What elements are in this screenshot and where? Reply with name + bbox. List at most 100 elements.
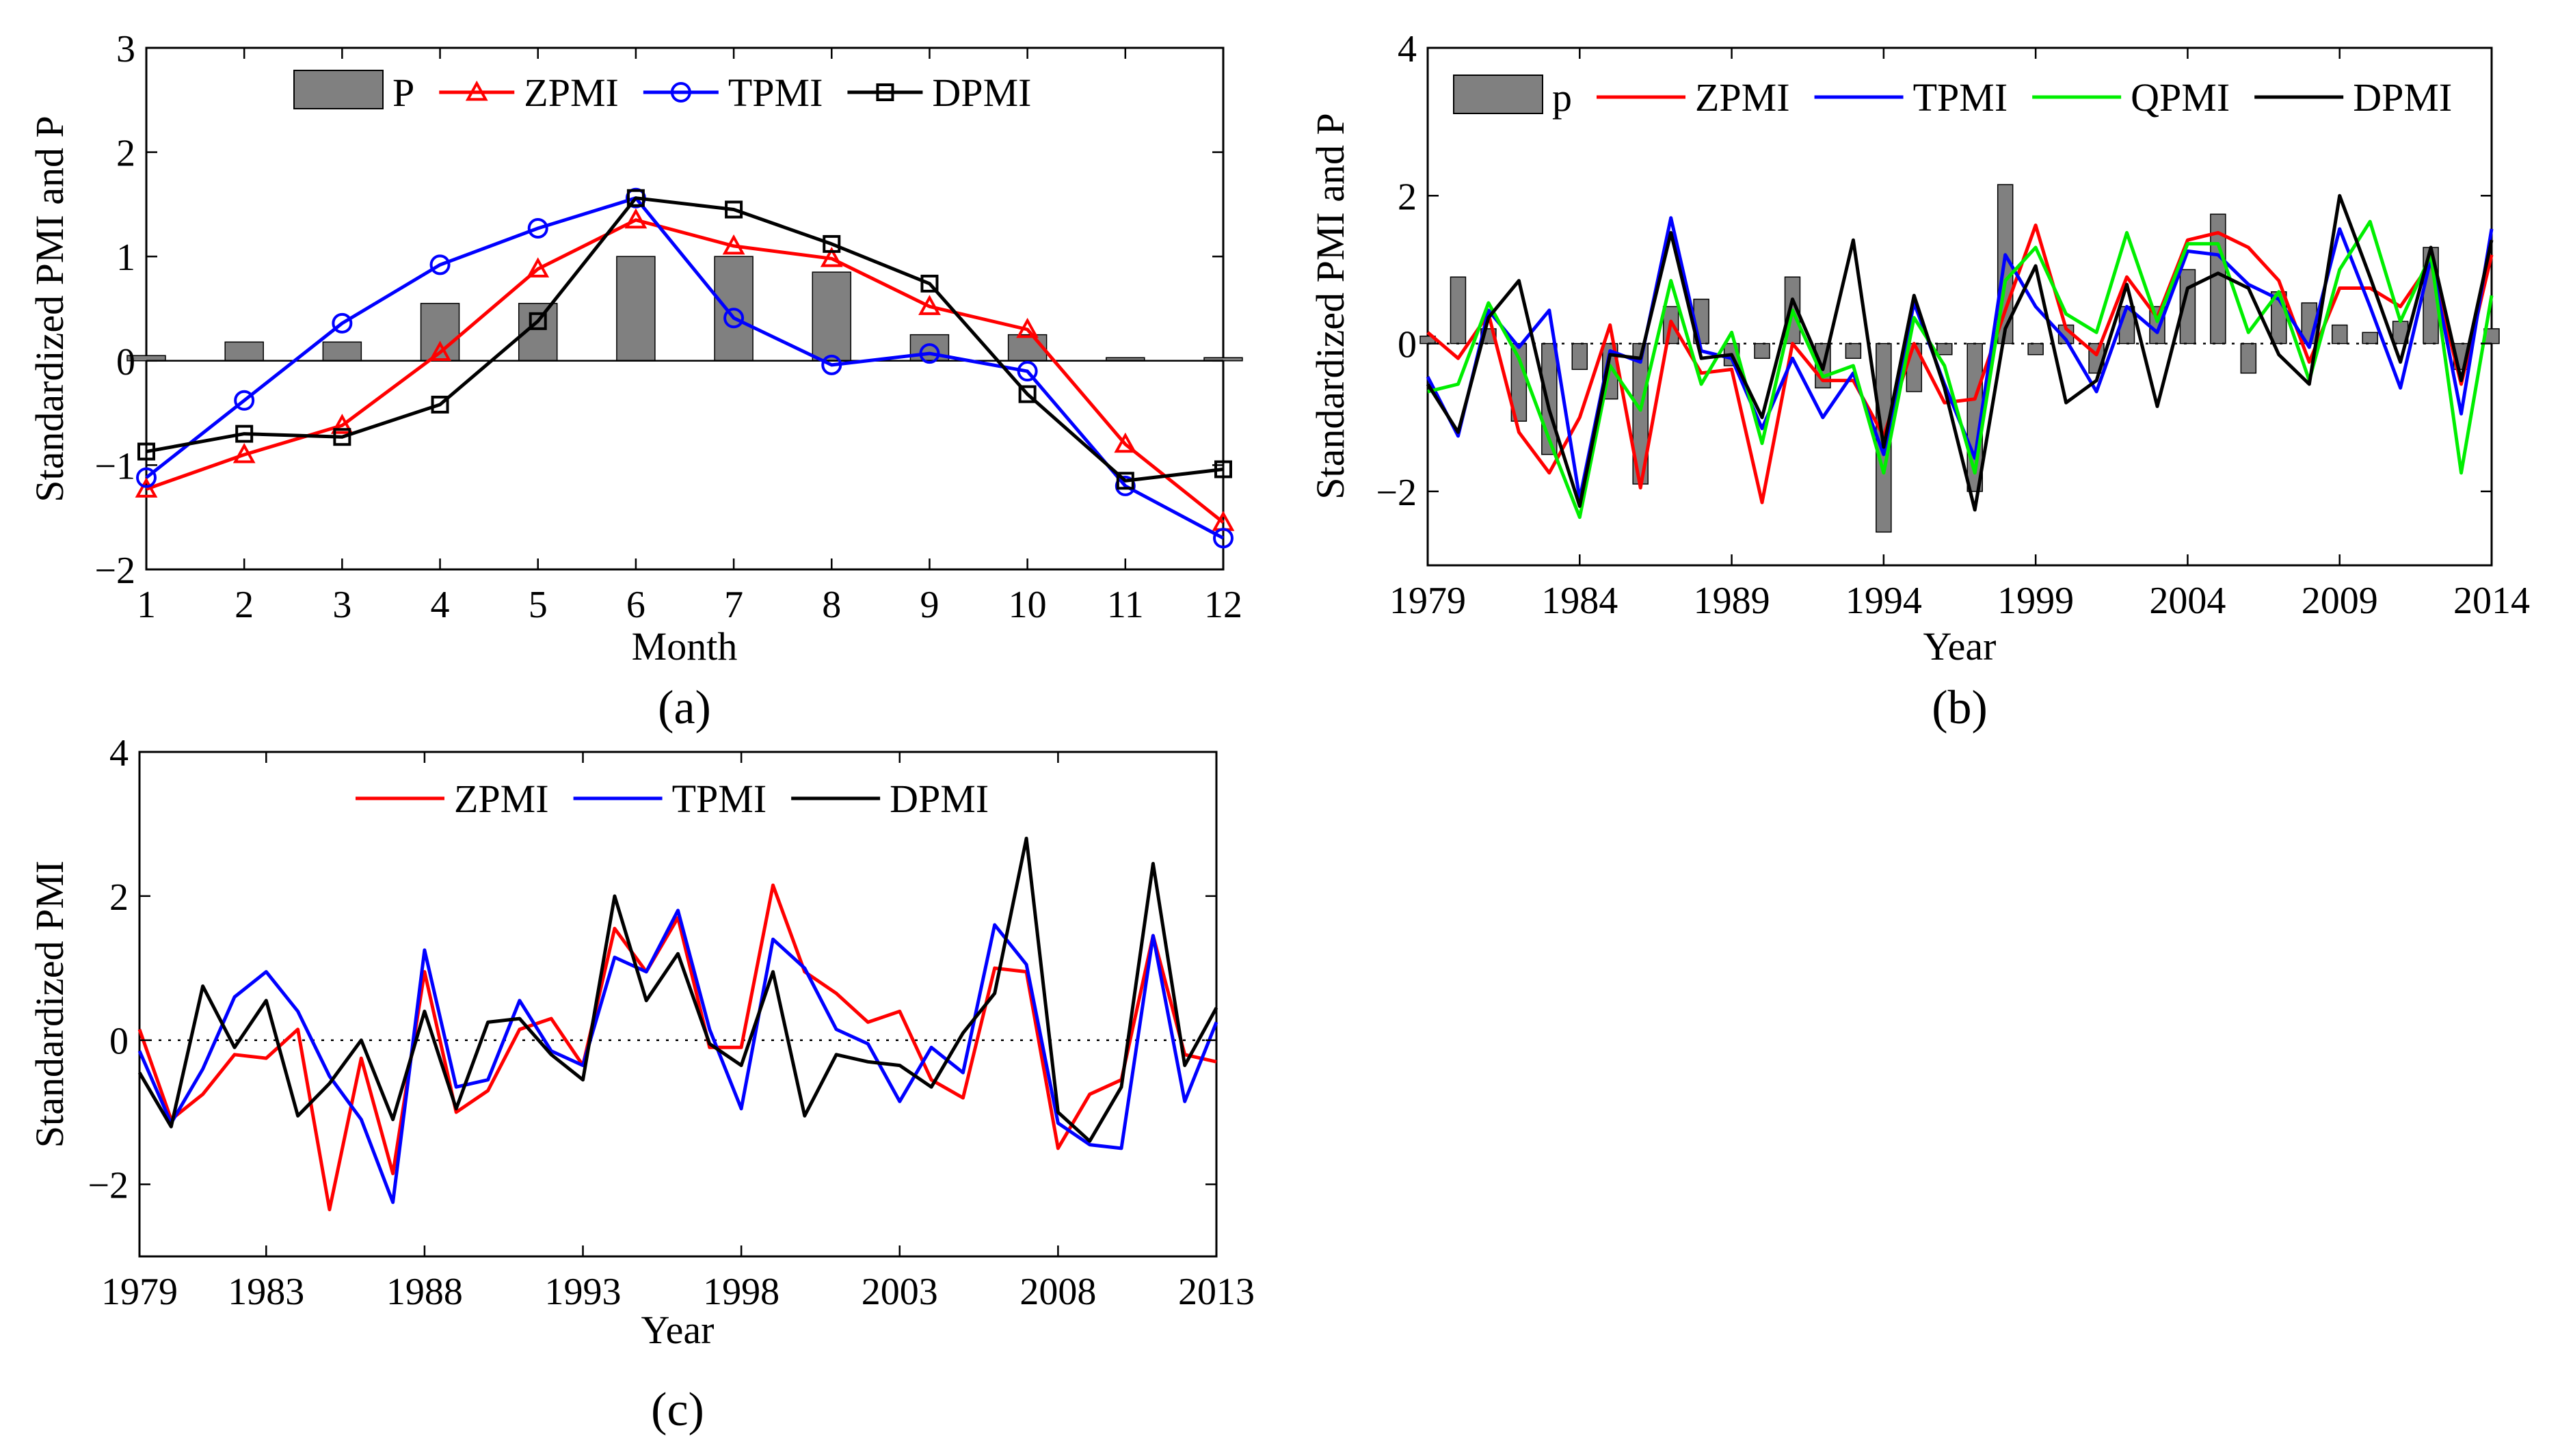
y-tick-label-c: 4 <box>109 732 129 774</box>
x-tick-label-c: 2008 <box>1019 1271 1096 1313</box>
y-tick-label-c: −2 <box>88 1165 129 1207</box>
legend-label-a-tpmi: TPMI <box>728 70 823 115</box>
point-a-dpmi-6 <box>626 189 645 207</box>
y-tick-label-b: 0 <box>1398 324 1417 366</box>
point-a-dpmi-11 <box>1116 472 1134 490</box>
x-tick-label-b: 1989 <box>1694 580 1770 622</box>
point-a-zpmi-4 <box>429 340 451 361</box>
y-axis-label-a: Standardized PMI and P <box>27 116 72 502</box>
bar-b-1993 <box>1845 342 1862 359</box>
y-tick-label-a: −2 <box>94 550 135 592</box>
legend-label-c-zpmi: ZPMI <box>454 777 549 821</box>
caption-a: (a) <box>658 682 711 734</box>
legend-label-a-dpmi: DPMI <box>932 70 1031 115</box>
x-tick-label-a: 3 <box>332 584 351 626</box>
x-tick-label-c: 1998 <box>703 1271 779 1313</box>
y-axis-label-b: Standardized PMI and P <box>1308 113 1352 499</box>
bar-b-2010 <box>2362 332 2378 345</box>
bar-b-1999 <box>2027 342 2044 355</box>
y-tick-label-b: 2 <box>1398 176 1417 218</box>
point-a-tpmi-1 <box>136 467 157 488</box>
point-a-tpmi-12 <box>1213 528 1234 549</box>
point-a-tpmi-4 <box>429 254 451 275</box>
x-tick-label-a: 5 <box>529 584 548 626</box>
point-a-zpmi-11 <box>1114 432 1137 453</box>
x-tick-label-a: 10 <box>1009 584 1047 626</box>
point-a-tpmi-2 <box>234 390 255 411</box>
x-tick-label-c: 1979 <box>101 1271 178 1313</box>
bar-b-1996 <box>1936 342 1953 355</box>
bar-b-1980 <box>1450 276 1467 345</box>
y-tick-label-a: 0 <box>116 341 135 383</box>
series-line-a-tpmi <box>145 196 1225 540</box>
series-line-c-tpmi <box>137 908 1218 1204</box>
x-tick-label-b: 1999 <box>1997 580 2074 622</box>
legend-c: ZPMI TPMI DPMI <box>356 777 989 821</box>
bar-b-1984 <box>1571 342 1588 370</box>
legend-label-b-dpmi: DPMI <box>2353 75 2452 120</box>
x-tick-label-a: 4 <box>431 584 450 626</box>
point-a-tpmi-7 <box>723 308 745 329</box>
x-tick-label-c: 2003 <box>862 1271 938 1313</box>
series-line-c-zpmi <box>137 883 1217 1211</box>
x-tick-label-a: 8 <box>822 584 841 626</box>
point-a-zpmi-10 <box>1016 317 1039 338</box>
bar-b-2009 <box>2331 324 2348 345</box>
x-tick-label-b: 2014 <box>2453 580 2530 622</box>
series-line-c-dpmi <box>137 837 1218 1143</box>
x-axis-label-c: Year <box>641 1308 715 1352</box>
x-tick-label-a: 2 <box>235 584 254 626</box>
point-a-zpmi-9 <box>918 295 941 315</box>
point-a-dpmi-8 <box>823 234 841 253</box>
x-tick-label-b: 1994 <box>1845 580 1922 622</box>
x-tick-label-a: 7 <box>724 584 743 626</box>
x-tick-label-b: 1979 <box>1389 580 1466 622</box>
x-tick-label-c: 1988 <box>386 1271 463 1313</box>
y-tick-label-a: 3 <box>116 28 135 70</box>
point-a-zpmi-6 <box>624 208 648 229</box>
legend-b: p ZPMI TPMI QPMI DPMI <box>1453 75 2452 120</box>
plot-frame-c <box>138 751 1218 1258</box>
point-a-dpmi-7 <box>725 200 743 219</box>
x-tick-label-b: 2009 <box>2302 580 2378 622</box>
x-tick-label-a: 9 <box>920 584 939 626</box>
x-tick-label-b: 2004 <box>2149 580 2226 622</box>
bar-a-2 <box>224 341 264 362</box>
legend-label-b-qpmi: QPMI <box>2131 75 2230 120</box>
point-a-zpmi-8 <box>820 247 843 267</box>
point-a-zpmi-2 <box>232 443 256 463</box>
point-a-zpmi-5 <box>526 257 550 278</box>
chart-panel-c: 1979 1983 1988 1993 1998 2003 2008 2013 −2 0 2 4 Y… <box>27 732 1255 1436</box>
y-tick-label-a: 1 <box>116 237 135 279</box>
point-a-tpmi-9 <box>919 343 940 364</box>
legend-label-b-zpmi: ZPMI <box>1695 75 1790 120</box>
legend-marker-a-tpmi <box>670 82 691 103</box>
caption-c: (c) <box>651 1384 704 1436</box>
point-a-dpmi-2 <box>235 424 254 443</box>
y-axis-label-c: Standardized PMI <box>27 861 72 1148</box>
x-tick-label-c: 2013 <box>1178 1271 1255 1313</box>
point-a-tpmi-10 <box>1017 361 1038 382</box>
x-tick-label-c: 1993 <box>545 1271 622 1313</box>
point-a-zpmi-3 <box>330 414 354 434</box>
y-tick-label-a: −1 <box>94 445 135 487</box>
x-tick-label-a: 11 <box>1107 584 1144 626</box>
point-a-dpmi-1 <box>137 442 155 461</box>
chart-panel-b: 1979 1984 1989 1994 1999 2004 2009 2014 −2 0 2 4 Y… <box>1308 28 2530 734</box>
y-tick-label-b: −2 <box>1376 472 1417 514</box>
bar-b-2006 <box>2240 342 2257 374</box>
x-tick-label-a: 6 <box>626 584 645 626</box>
legend-marker-a-dpmi <box>876 83 894 101</box>
y-tick-label-c: 2 <box>109 876 129 919</box>
plot-frame-a <box>145 46 1225 571</box>
series-line-a-zpmi <box>146 218 1225 524</box>
point-a-dpmi-4 <box>431 395 449 414</box>
y-tick-label-a: 2 <box>116 133 135 175</box>
point-a-dpmi-5 <box>529 312 547 330</box>
x-tick-label-c: 1983 <box>228 1271 304 1313</box>
legend-marker-a-zpmi <box>465 80 488 101</box>
point-a-tpmi-8 <box>821 354 842 375</box>
point-a-dpmi-12 <box>1214 460 1232 478</box>
x-tick-label-b: 1984 <box>1541 580 1618 622</box>
legend-label-b-p: p <box>1552 75 1572 120</box>
